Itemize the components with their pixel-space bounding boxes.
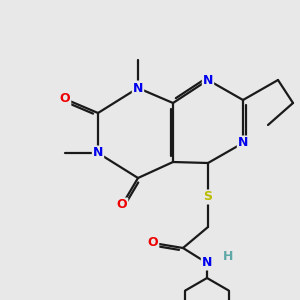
Text: S: S — [203, 190, 212, 203]
Text: O: O — [148, 236, 158, 250]
Text: N: N — [202, 256, 212, 269]
Text: O: O — [117, 199, 127, 212]
Text: N: N — [133, 82, 143, 94]
Text: N: N — [203, 74, 213, 86]
Text: N: N — [93, 146, 103, 160]
Text: N: N — [238, 136, 248, 149]
Text: O: O — [60, 92, 70, 106]
Text: H: H — [223, 250, 233, 263]
